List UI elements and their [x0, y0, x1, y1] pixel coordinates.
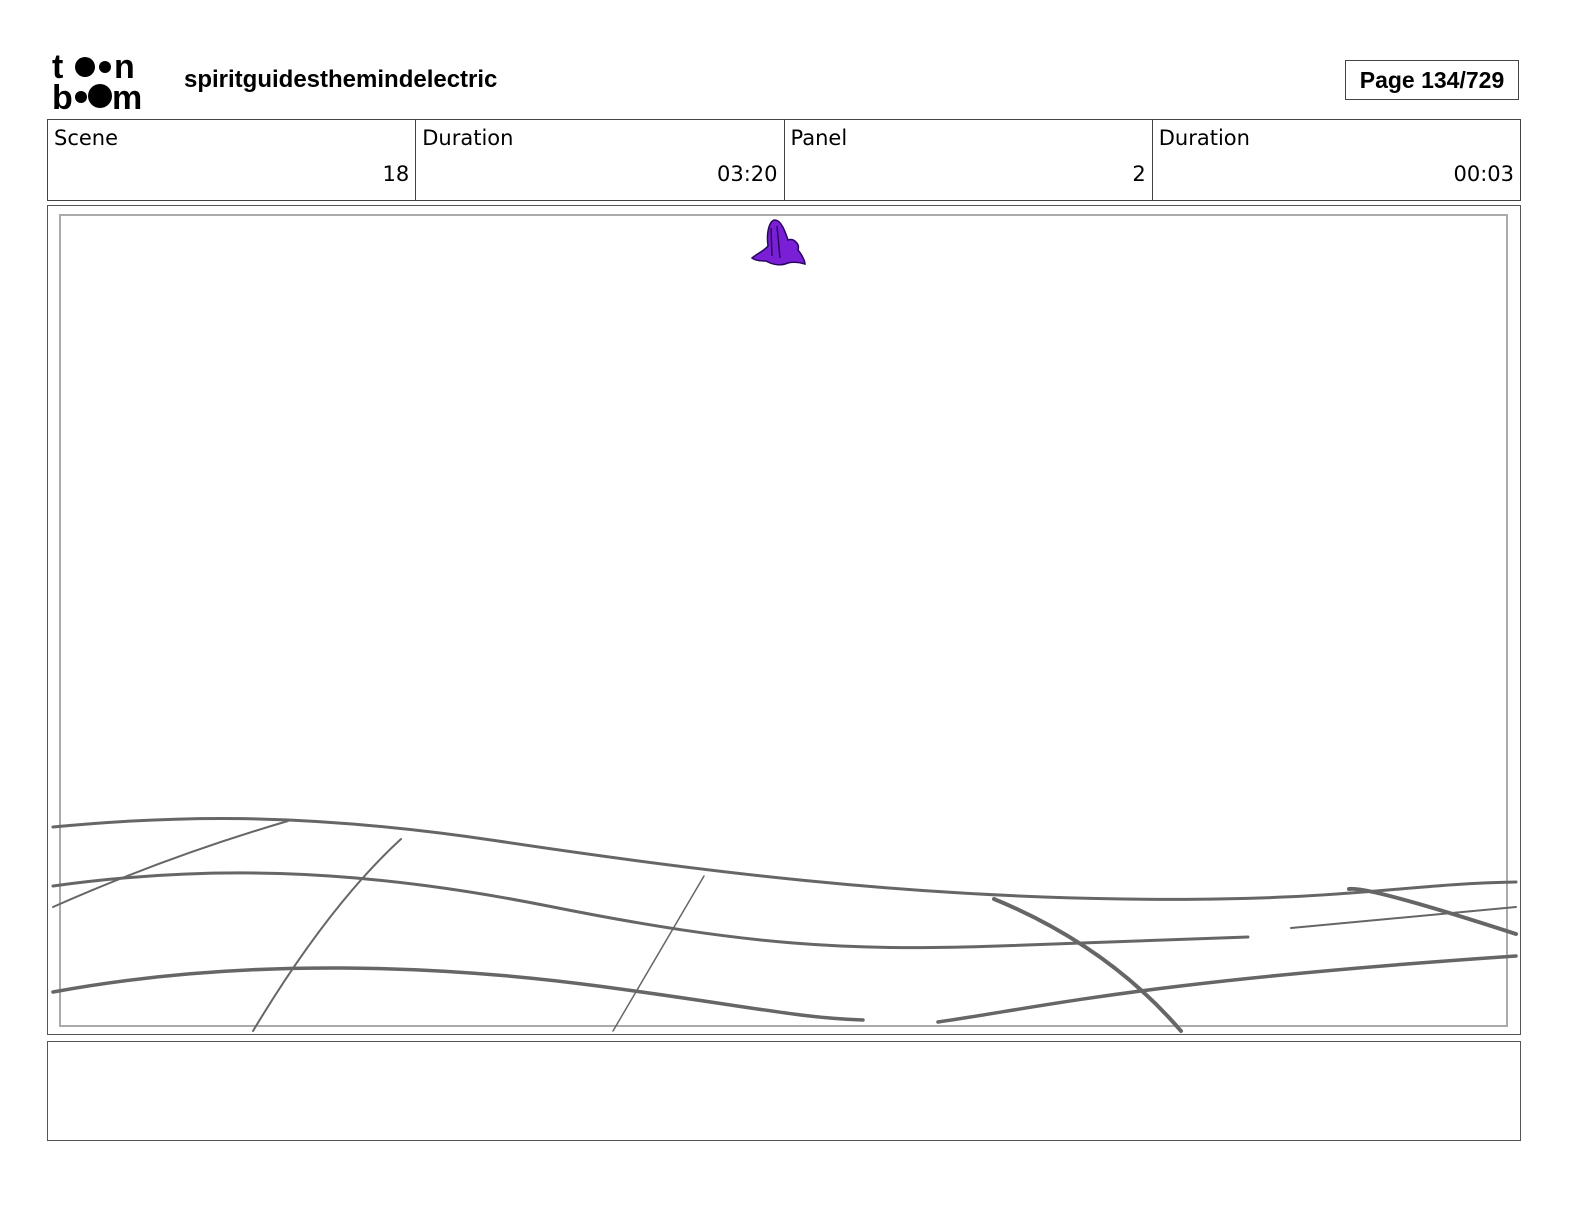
scene-duration-cell: Duration 03:20 — [416, 120, 785, 200]
panel-notes-box — [47, 1041, 1521, 1141]
sketch-line — [936, 954, 1518, 1024]
sketch-line — [612, 875, 705, 1032]
toon-boom-logo: t n b m — [52, 50, 142, 112]
sketch-line — [252, 838, 402, 1032]
panel-drawing — [51, 219, 1518, 1033]
panel-duration-label: Duration — [1158, 126, 1250, 150]
svg-text:n: n — [114, 50, 135, 86]
sketch-line — [1347, 886, 1518, 936]
panel-duration-value: 00:03 — [1453, 162, 1514, 186]
panel-label: Panel — [790, 126, 848, 150]
sketch-line — [992, 897, 1183, 1033]
scene-duration-value: 03:20 — [716, 162, 778, 186]
svg-text:m: m — [112, 79, 142, 112]
scene-info-table: Scene 18 Duration 03:20 Panel 2 Duration… — [47, 119, 1521, 201]
project-title: spiritguidesthemindelectric — [184, 66, 498, 93]
scene-value: 18 — [382, 162, 410, 186]
sketch-line — [52, 820, 289, 908]
panel-cell: Panel 2 — [785, 120, 1153, 200]
panel-value: 2 — [1132, 162, 1146, 186]
sketch-line — [1290, 906, 1517, 929]
scene-duration-label: Duration — [422, 126, 514, 150]
storyboard-panel — [47, 205, 1521, 1035]
sketch-line — [51, 816, 1518, 901]
sketch-line — [51, 871, 1250, 950]
safe-area-frame — [59, 214, 1508, 1027]
ghost-figure-icon — [750, 219, 806, 266]
scene-cell: Scene 18 — [48, 120, 417, 200]
scene-label: Scene — [54, 126, 119, 150]
sketch-line — [51, 966, 865, 1022]
svg-text:b: b — [52, 79, 73, 112]
panel-duration-cell: Duration 00:03 — [1153, 120, 1520, 200]
svg-text:t: t — [52, 50, 63, 86]
page-number: Page 134/729 — [1345, 60, 1519, 100]
